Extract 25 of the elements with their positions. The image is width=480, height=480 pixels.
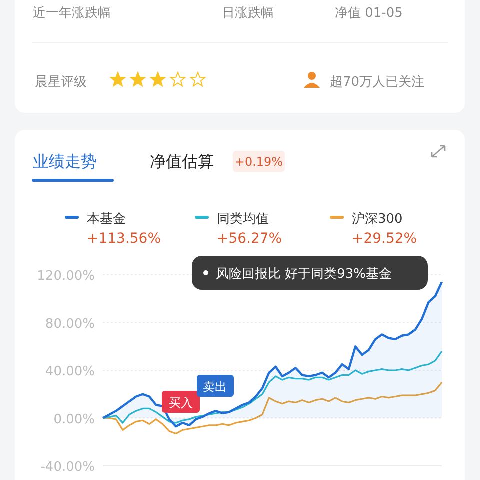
annotation: 买入 — [169, 396, 193, 410]
annotation: 风险回报比 好于同类93%基金 — [216, 267, 392, 282]
annotation: 卖出 — [203, 380, 227, 394]
line-series — [102, 382, 443, 435]
text: +56.27% — [217, 231, 282, 247]
legend-label: 沪深300 — [352, 211, 403, 227]
y-tick-label: -40.00% — [40, 460, 95, 475]
text: 净值估算 — [150, 152, 214, 171]
text: 业绩走势 — [33, 152, 97, 171]
y-tick-label: 80.00% — [45, 316, 95, 332]
text: 日涨跌幅 — [222, 6, 274, 21]
text: +29.52% — [352, 231, 418, 247]
y-tick-label: 40.00% — [45, 364, 95, 380]
text: 近一年涨跌幅 — [33, 6, 111, 21]
legend-label: 同类均值 — [217, 212, 269, 227]
y-tick-label: 120.00% — [37, 269, 95, 284]
picture-tooltip: 风险回报比 好于同类93%基金 — [192, 256, 428, 290]
text: +0.19% — [234, 155, 284, 169]
line-series — [102, 350, 443, 424]
text: 晨星评级 — [35, 75, 87, 90]
text: +113.56% — [87, 231, 162, 247]
y-tick-label: 0.00% — [54, 412, 95, 428]
legend-label: 本基金 — [87, 212, 126, 227]
text: 净值 01-05 — [335, 6, 403, 21]
text: 超70万人已关注 — [330, 75, 425, 90]
